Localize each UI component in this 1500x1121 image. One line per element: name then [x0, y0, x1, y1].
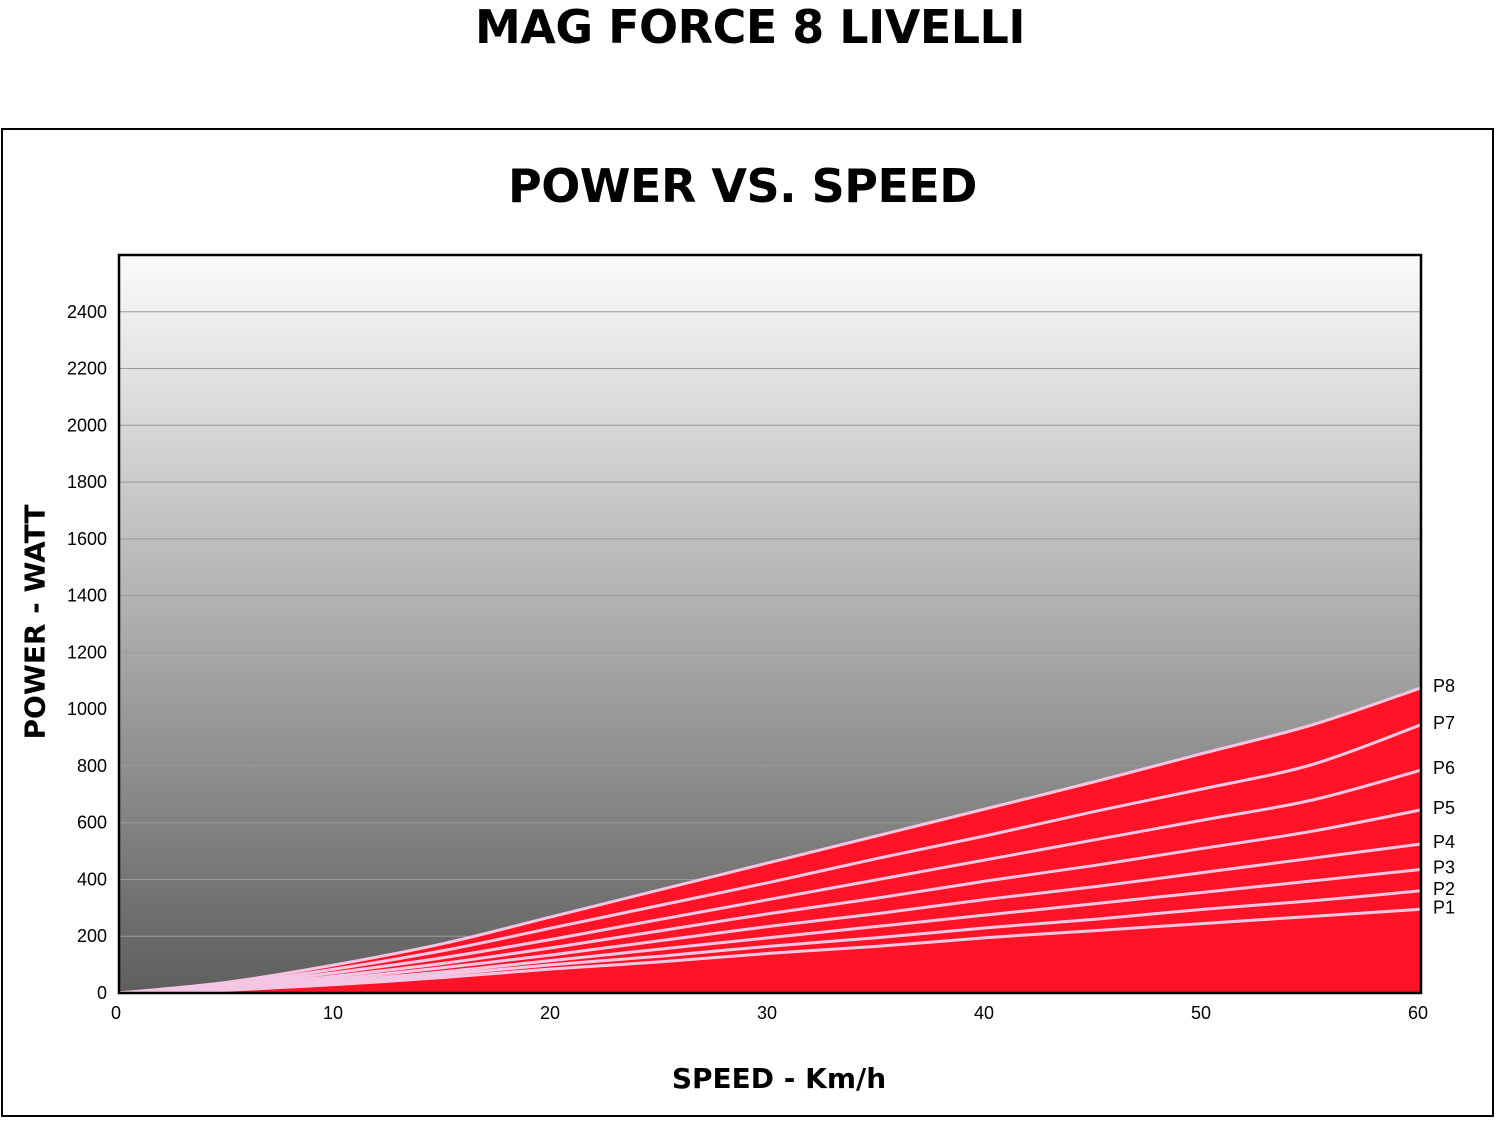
y-tick-label-1400: 1400: [67, 586, 107, 606]
y-tick-label-1000: 1000: [67, 699, 107, 719]
series-label-p1: P1: [1433, 897, 1455, 917]
x-tick-label-0: 0: [111, 1003, 121, 1023]
y-tick-label-200: 200: [77, 926, 107, 946]
page-title: MAG FORCE 8 LIVELLI: [474, 0, 1026, 54]
series-label-p6: P6: [1433, 758, 1455, 778]
series-label-p8: P8: [1433, 676, 1455, 696]
series-label-p4: P4: [1433, 832, 1455, 852]
y-tick-label-1200: 1200: [67, 642, 107, 662]
chart-title: POWER VS. SPEED: [507, 159, 978, 213]
series-line-p2: [118, 889, 1422, 995]
series-line-p7: [118, 723, 1422, 995]
series-line-p8: [118, 686, 1422, 995]
y-tick-label-800: 800: [77, 756, 107, 776]
series-label-p3: P3: [1433, 858, 1455, 878]
y-tick-label-0: 0: [97, 983, 107, 1003]
series-line-p3: [118, 868, 1422, 995]
y-tick-label-1800: 1800: [67, 472, 107, 492]
series-line-p5: [118, 808, 1422, 995]
y-tick-label-600: 600: [77, 813, 107, 833]
chart-frame: [1, 128, 1494, 1117]
y-tick-label-2200: 2200: [67, 359, 107, 379]
y-tick-label-2400: 2400: [67, 302, 107, 322]
x-tick-label-30: 30: [757, 1003, 777, 1023]
plot-border: [117, 253, 1423, 995]
x-tick-label-50: 50: [1191, 1003, 1211, 1023]
x-tick-label-60: 60: [1408, 1003, 1428, 1023]
x-tick-label-20: 20: [540, 1003, 560, 1023]
series-label-p2: P2: [1433, 879, 1455, 899]
series-line-p6: [118, 768, 1422, 995]
x-tick-label-40: 40: [974, 1003, 994, 1023]
x-tick-label-10: 10: [323, 1003, 343, 1023]
area-fill: [119, 687, 1421, 993]
series-line-p4: [118, 842, 1422, 995]
y-tick-label-2000: 2000: [67, 415, 107, 435]
y-tick-label-400: 400: [77, 869, 107, 889]
y-axis-label: POWER - WATT: [18, 504, 52, 740]
y-tick-label-1600: 1600: [67, 529, 107, 549]
series-label-p7: P7: [1433, 713, 1455, 733]
series-label-p5: P5: [1433, 798, 1455, 818]
x-axis-label: SPEED - Km/h: [671, 1062, 887, 1095]
